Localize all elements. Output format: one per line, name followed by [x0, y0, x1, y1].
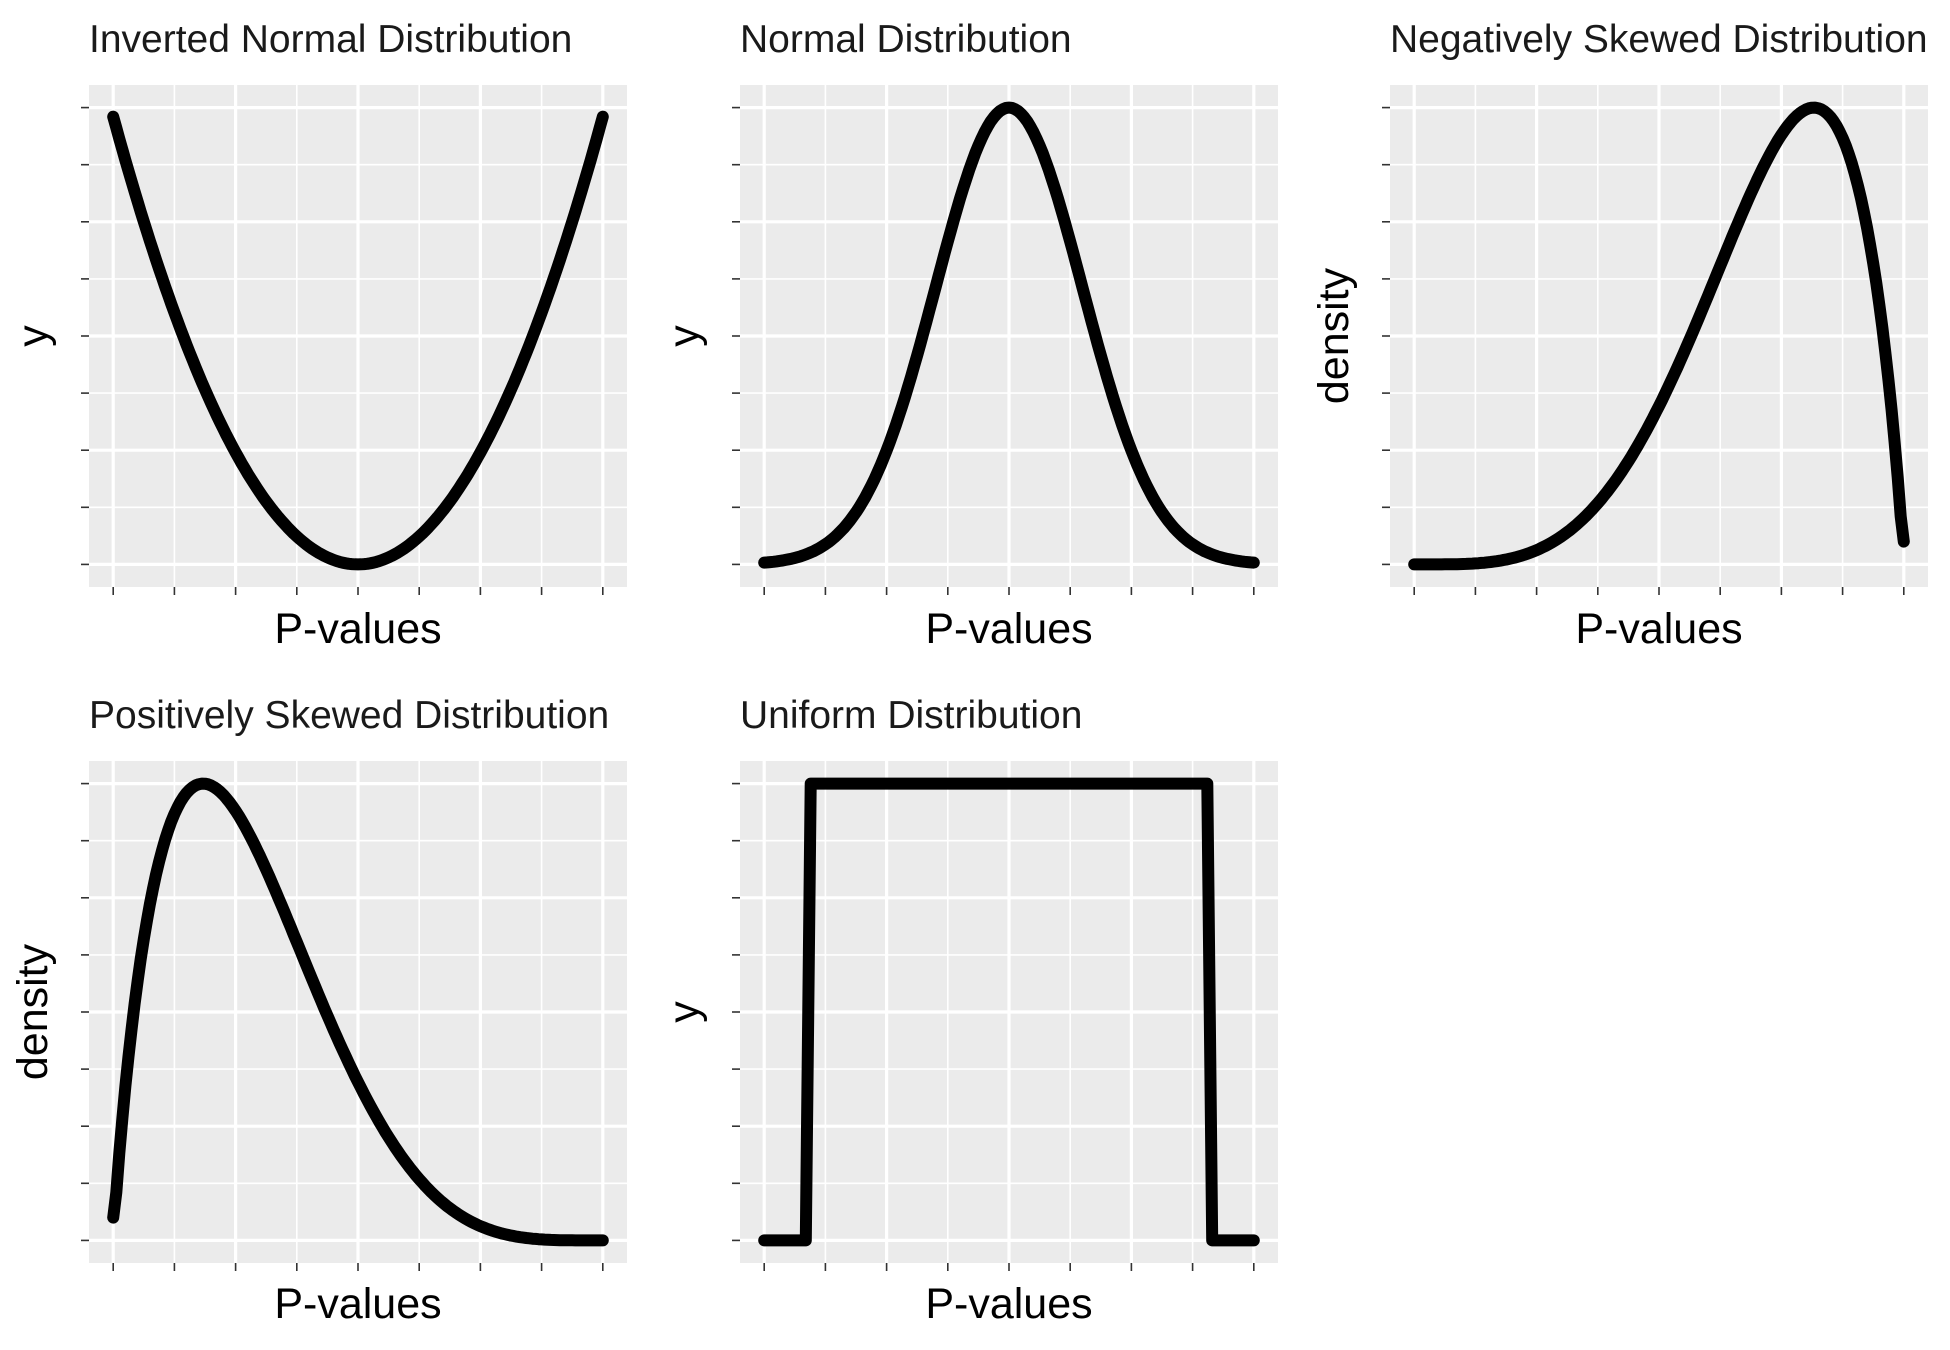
panel-title: Normal Distribution: [740, 18, 1072, 61]
series-line: [1408, 101, 1910, 571]
panel-title: Positively Skewed Distribution: [89, 694, 609, 737]
x-axis-title: P-values: [925, 1280, 1092, 1328]
y-axis-title: density: [1310, 267, 1358, 404]
chart-panel: Uniform Distribution P-values y: [660, 694, 1278, 1328]
panel-title: Inverted Normal Distribution: [89, 18, 572, 61]
series-line: [107, 110, 609, 571]
chart-panels: Inverted Normal DistributionP-valuesyNor…: [9, 18, 1928, 1328]
x-axis-title: P-values: [1575, 605, 1742, 653]
chart-panel: Inverted Normal Distribution P-values y: [9, 18, 627, 653]
series-line: [107, 777, 609, 1247]
panel-title: Negatively Skewed Distribution: [1390, 18, 1928, 61]
series-line: [758, 101, 1260, 569]
y-axis-title: density: [9, 943, 57, 1080]
chart-panel: Normal Distribution P-values y: [660, 18, 1278, 653]
x-axis-title: P-values: [925, 605, 1092, 653]
panel-title: Uniform Distribution: [740, 694, 1082, 737]
chart-panel: Positively Skewed Distribution P-values de…: [9, 694, 627, 1328]
y-axis-title: y: [660, 325, 708, 347]
y-axis-title: y: [660, 1001, 708, 1023]
series-line: [758, 777, 1260, 1247]
x-axis-title: P-values: [274, 1280, 441, 1328]
y-axis-title: y: [9, 325, 57, 347]
chart-panel: Negatively Skewed Distribution P-values de…: [1310, 18, 1928, 653]
x-axis-title: P-values: [274, 605, 441, 653]
